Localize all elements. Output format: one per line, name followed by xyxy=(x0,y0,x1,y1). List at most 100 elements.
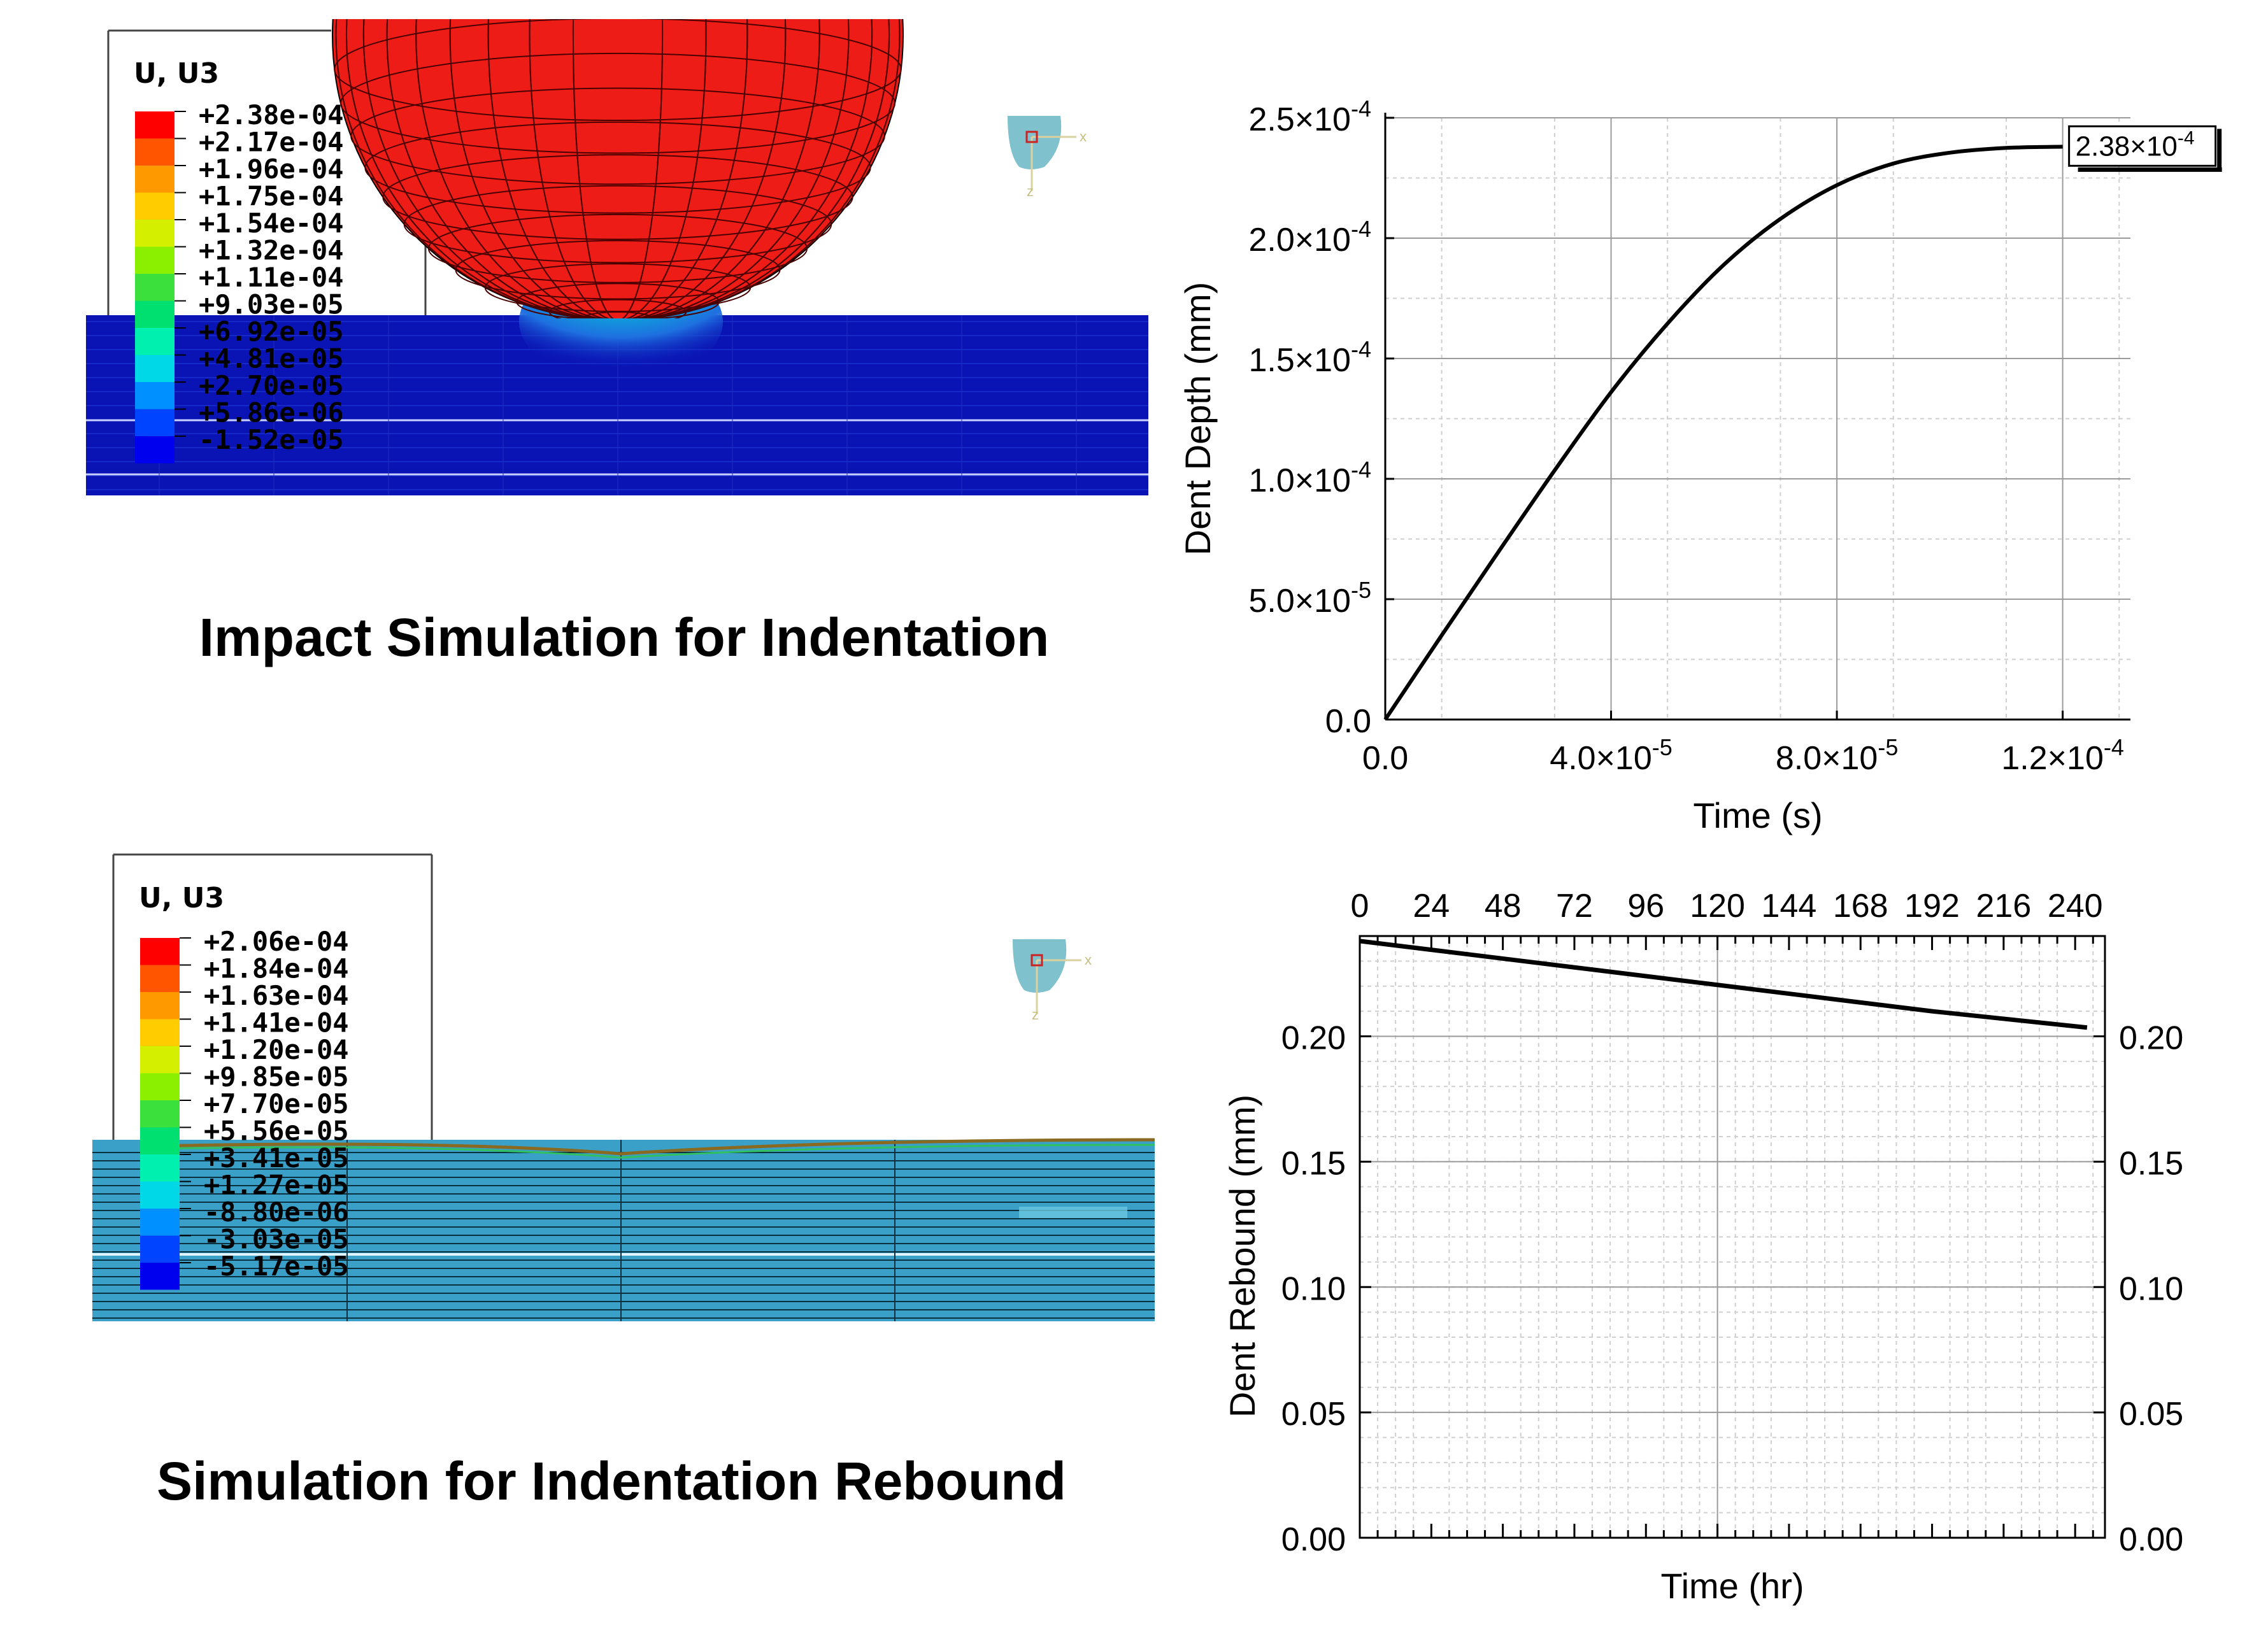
legend-label: +2.38e-04 xyxy=(199,99,344,131)
svg-text:z: z xyxy=(1027,183,1034,199)
x-tick-label: 4.0×10-5 xyxy=(1550,734,1672,777)
x-tick-label: 216 xyxy=(1976,888,2031,925)
legend-label: +4.81e-05 xyxy=(199,343,344,374)
x-tick-label: 168 xyxy=(1833,888,1888,925)
legend-label: +9.03e-05 xyxy=(199,289,344,320)
legend-swatch xyxy=(140,965,180,992)
legend-swatch xyxy=(135,328,175,355)
legend-label: +1.20e-04 xyxy=(204,1034,349,1065)
legend-swatch xyxy=(140,1127,180,1154)
legend-swatch xyxy=(140,1100,180,1128)
legend-label: +1.41e-04 xyxy=(204,1007,349,1039)
series-line-dent-rebound xyxy=(1359,939,2088,1030)
legend-label: +1.84e-04 xyxy=(204,953,349,984)
y-tick-label: 1.0×10-4 xyxy=(1248,457,1371,499)
legend-swatch xyxy=(135,301,175,328)
x-tick-label: 240 xyxy=(2048,888,2103,925)
rebound-simulation-panel: U, U3 +2.06e-04+1.84e-04+1.63e-04+1.41e-… xyxy=(92,853,1155,1511)
x-tick-label: 192 xyxy=(1904,888,1960,925)
y-tick-label: 5.0×10-5 xyxy=(1248,577,1371,620)
legend-label: +1.32e-04 xyxy=(199,235,344,266)
axis-triad-icon-bottom: x z xyxy=(1013,939,1092,1023)
impact-simulation-panel: U, U3 +2.38e-04+2.17e-04+1.96e-04+1.75e-… xyxy=(86,19,1148,667)
legend-swatch xyxy=(135,274,175,301)
legend-swatch xyxy=(140,992,180,1019)
legend-title-top: U, U3 xyxy=(134,57,219,90)
y-tick-label-left: 0.15 xyxy=(1281,1145,1346,1182)
series-line-dent-depth xyxy=(1383,145,2063,721)
panel-title-top: Impact Simulation for Indentation xyxy=(199,607,1050,667)
legend-swatch xyxy=(140,1263,180,1290)
y-tick-label-right: 0.10 xyxy=(2119,1270,2183,1307)
y-axis-label-dent-depth: Dent Depth (mm) xyxy=(1178,282,1218,555)
x-axis-label-time-s: Time (s) xyxy=(1693,795,1822,835)
legend-label: +1.96e-04 xyxy=(199,153,344,185)
legend-swatch xyxy=(135,246,175,274)
legend-label: +1.27e-05 xyxy=(204,1170,349,1201)
y-tick-label-left: 0.20 xyxy=(1281,1020,1346,1057)
legend-swatch xyxy=(140,1235,180,1263)
x-tick-label: 0 xyxy=(1351,888,1369,925)
y-tick-label: 0.0 xyxy=(1325,703,1371,740)
legend-label: +1.63e-04 xyxy=(204,980,349,1011)
chart-dent-rebound: 0 24 48 72 96 120 144 168 192 216 240 0.00 0.00 0.05 0… xyxy=(1222,888,2183,1606)
x-tick-label: 96 xyxy=(1627,888,1664,925)
legend-label: +5.86e-06 xyxy=(199,397,344,429)
y-tick-label-right: 0.00 xyxy=(2119,1521,2183,1558)
y-tick-label: 2.5×10-4 xyxy=(1248,96,1371,138)
legend-label: +2.70e-05 xyxy=(199,370,344,401)
legend-label: +6.92e-05 xyxy=(199,316,344,347)
x-tick-label: 144 xyxy=(1762,888,1817,925)
legend-label: -8.80e-06 xyxy=(204,1196,349,1228)
legend-swatch xyxy=(135,111,175,139)
legend-label: +9.85e-05 xyxy=(204,1061,349,1093)
chart-dent-depth: 0.0 4.0×10-5 8.0×10-5 1.2×10-4 0.0 5.0×10-5 1.… xyxy=(1178,96,2222,835)
panel-title-bottom: Simulation for Indentation Rebound xyxy=(157,1451,1066,1511)
indenter-sphere xyxy=(332,19,904,318)
y-tick-label-left: 0.10 xyxy=(1281,1270,1346,1307)
legend-label: +7.70e-05 xyxy=(204,1088,349,1119)
legend-label: -1.52e-05 xyxy=(199,424,344,455)
x-tick-label: 48 xyxy=(1485,888,1522,925)
color-legend-top: U, U3 +2.38e-04+2.17e-04+1.96e-04+1.75e-… xyxy=(134,57,344,464)
legend-label: +1.54e-04 xyxy=(199,208,344,239)
legend-label: +2.17e-04 xyxy=(199,127,344,158)
legend-label: +5.56e-05 xyxy=(204,1116,349,1147)
plate-bottom xyxy=(92,1138,1155,1321)
x-tick-label: 0.0 xyxy=(1362,740,1408,777)
legend-swatch xyxy=(135,220,175,247)
legend-swatch xyxy=(140,1181,180,1209)
legend-swatch xyxy=(135,436,175,464)
x-tick-label: 120 xyxy=(1690,888,1745,925)
legend-swatch xyxy=(135,355,175,382)
legend-label: +1.75e-04 xyxy=(199,181,344,212)
legend-swatch xyxy=(140,938,180,965)
svg-text:z: z xyxy=(1032,1007,1039,1023)
y-tick-label-right: 0.05 xyxy=(2119,1396,2183,1433)
y-tick-label: 1.5×10-4 xyxy=(1248,336,1371,379)
legend-label: -3.03e-05 xyxy=(204,1224,349,1255)
y-tick-label-right: 0.20 xyxy=(2119,1020,2183,1057)
legend-swatch xyxy=(135,192,175,220)
y-tick-label-left: 0.05 xyxy=(1281,1396,1346,1433)
y-axis-label-dent-rebound: Dent Rebound (mm) xyxy=(1222,1095,1262,1417)
legend-swatch xyxy=(140,1073,180,1100)
svg-text:x: x xyxy=(1080,129,1087,145)
svg-text:x: x xyxy=(1085,952,1092,968)
legend-swatch xyxy=(140,1046,180,1074)
legend-swatch xyxy=(140,1209,180,1236)
y-tick-label-left: 0.00 xyxy=(1281,1521,1346,1558)
y-tick-label: 2.0×10-4 xyxy=(1248,216,1371,259)
legend-label: +3.41e-05 xyxy=(204,1142,349,1174)
annotation-max-depth: 2.38×10-4 xyxy=(2068,125,2222,172)
legend-title-bottom: U, U3 xyxy=(139,882,224,914)
x-tick-label: 8.0×10-5 xyxy=(1776,734,1899,777)
legend-swatch xyxy=(135,138,175,166)
x-tick-label: 24 xyxy=(1413,888,1450,925)
y-tick-label-right: 0.15 xyxy=(2119,1145,2183,1182)
color-legend-bottom: U, U3 +2.06e-04+1.84e-04+1.63e-04+1.41e-… xyxy=(139,882,349,1290)
axis-triad-icon: x z xyxy=(1008,116,1087,199)
legend-label: -5.17e-05 xyxy=(204,1251,349,1282)
x-axis-label-time-hr: Time (hr) xyxy=(1660,1566,1804,1606)
x-tick-label: 1.2×10-4 xyxy=(2001,734,2124,777)
